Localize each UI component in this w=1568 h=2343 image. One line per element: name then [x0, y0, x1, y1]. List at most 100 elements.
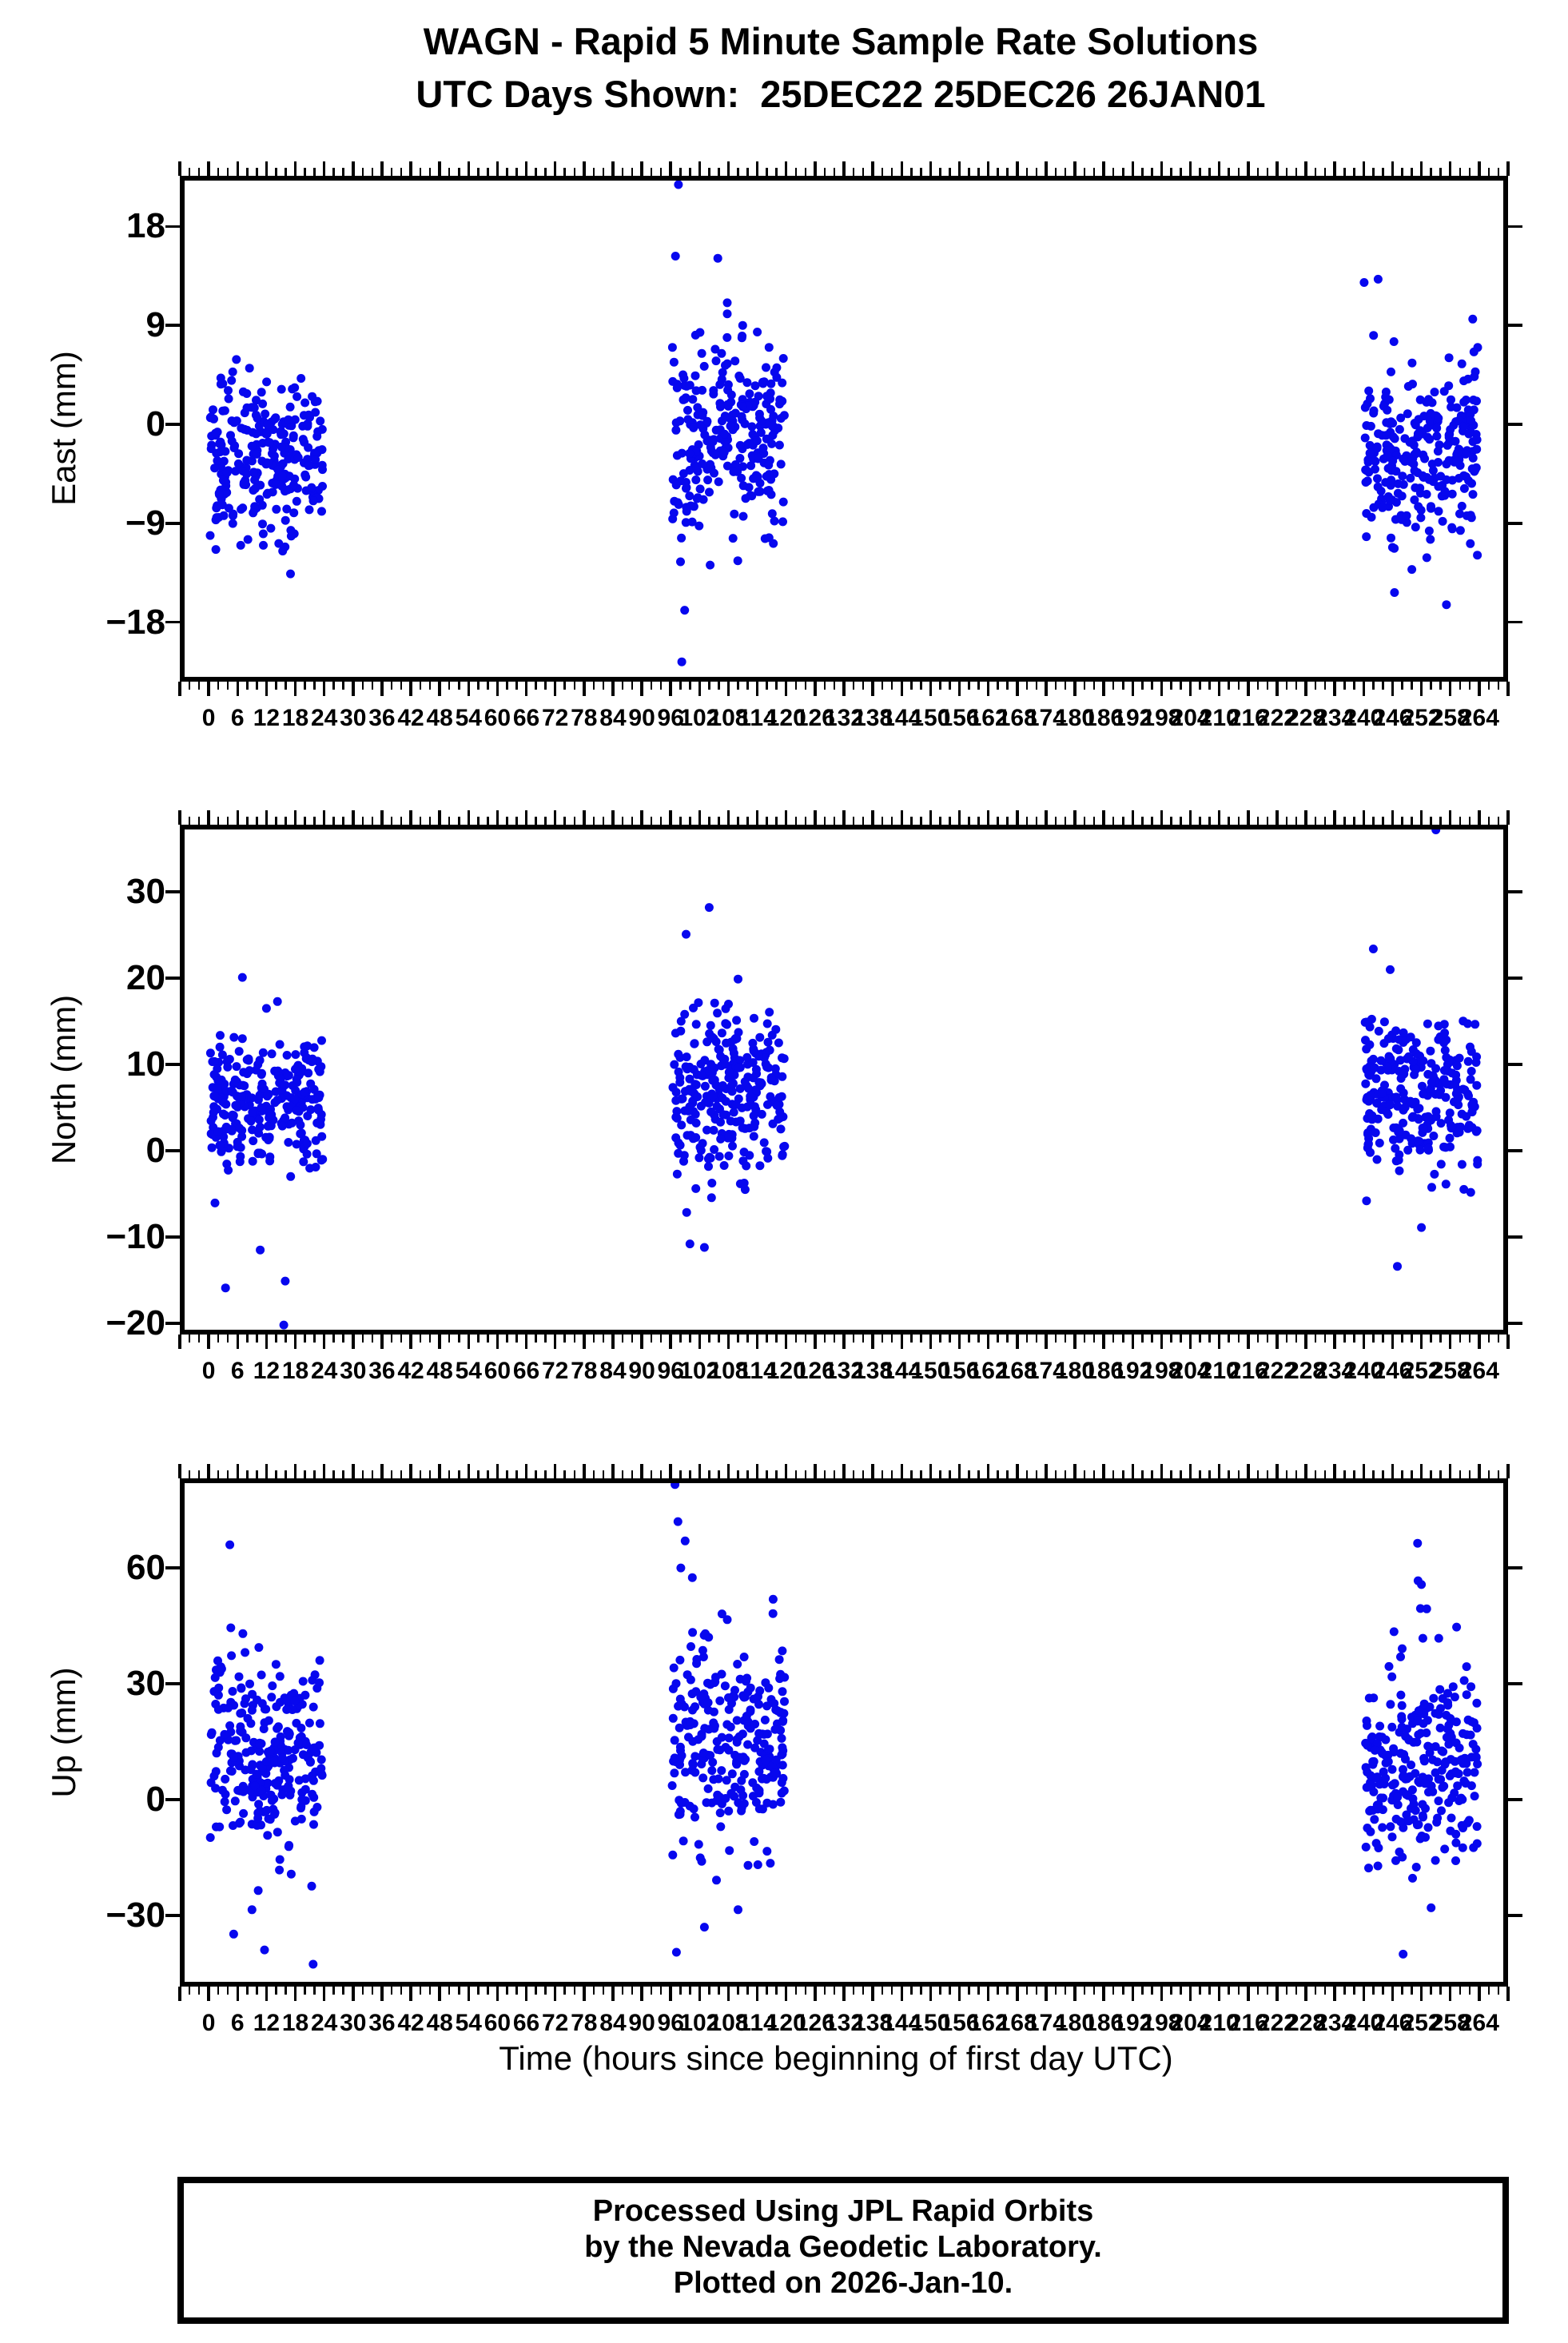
x-minor-tick [708, 1987, 710, 1995]
x-minor-tick [1256, 1335, 1260, 1343]
x-major-tick [1506, 810, 1510, 825]
scatter-point [738, 332, 747, 340]
x-minor-tick [1314, 1987, 1317, 1995]
x-major-tick [1419, 810, 1423, 825]
x-major-tick [1362, 682, 1366, 696]
x-tick-label: 162 [968, 705, 1009, 731]
scatter-point [224, 503, 233, 513]
x-major-tick [1247, 810, 1250, 825]
x-minor-tick [1382, 168, 1384, 176]
x-major-tick [236, 161, 239, 176]
x-minor-tick [1151, 1470, 1153, 1478]
x-tick-label: 252 [1401, 705, 1442, 731]
scatter-point [309, 1043, 319, 1052]
x-major-tick [1419, 682, 1423, 696]
scatter-point [273, 465, 283, 475]
x-minor-tick [400, 1470, 403, 1478]
x-major-tick [1275, 1464, 1279, 1478]
x-major-tick [1188, 810, 1192, 825]
x-minor-tick [361, 168, 364, 176]
x-major-tick [467, 1987, 471, 2001]
scatter-point [213, 1084, 222, 1093]
x-minor-tick [1228, 168, 1230, 176]
x-minor-tick [390, 1470, 393, 1478]
x-minor-tick [1180, 168, 1182, 176]
scatter-point [778, 497, 788, 507]
scatter-point [1442, 475, 1451, 484]
x-minor-tick [1411, 682, 1413, 690]
x-minor-tick [246, 168, 249, 176]
y-major-tick [1508, 1566, 1522, 1569]
x-major-tick [1131, 1464, 1135, 1478]
x-tick-label: 216 [1228, 705, 1268, 731]
x-major-tick [178, 682, 181, 696]
x-major-tick [842, 161, 846, 176]
x-minor-tick [535, 1335, 537, 1343]
scatter-point [738, 462, 748, 471]
x-major-tick [1304, 1335, 1307, 1349]
x-major-tick [438, 810, 441, 825]
x-minor-tick [862, 817, 865, 825]
y-major-tick [165, 1322, 180, 1325]
x-minor-tick [766, 1335, 768, 1343]
scatter-point [738, 402, 747, 412]
scatter-point [262, 490, 272, 499]
scatter-point [232, 355, 241, 364]
x-minor-tick [304, 168, 306, 176]
x-major-tick [1102, 1987, 1105, 2001]
x-minor-tick [197, 1335, 201, 1343]
scatter-point [285, 402, 295, 412]
x-major-tick [322, 682, 326, 696]
x-major-tick [755, 1987, 759, 2001]
scatter-point [304, 1068, 313, 1078]
x-major-tick [986, 1464, 990, 1478]
x-minor-tick [419, 168, 422, 176]
x-major-tick [842, 1987, 846, 2001]
x-minor-tick [1401, 1987, 1403, 1995]
x-major-tick [842, 682, 846, 696]
x-minor-tick [332, 1335, 335, 1343]
scatter-point [728, 410, 737, 420]
x-minor-tick [910, 168, 913, 176]
x-minor-tick [1035, 1335, 1038, 1343]
x-minor-tick [1006, 1987, 1009, 1995]
x-major-tick [524, 682, 528, 696]
scatter-point [689, 423, 698, 432]
x-minor-tick [573, 1335, 576, 1343]
x-minor-tick [1199, 682, 1201, 690]
x-major-tick [1448, 1464, 1452, 1478]
x-minor-tick [1083, 817, 1086, 825]
x-major-tick [900, 161, 903, 176]
scatter-point [1459, 422, 1468, 432]
x-minor-tick [246, 1987, 249, 1995]
scatter-point [1387, 367, 1395, 376]
x-minor-tick [428, 1987, 432, 1995]
x-minor-tick [1122, 168, 1124, 176]
x-major-tick [1419, 161, 1423, 176]
scatter-point [1381, 431, 1391, 440]
x-minor-tick [949, 682, 951, 690]
x-major-tick [583, 1464, 586, 1478]
scatter-point [224, 394, 233, 404]
x-major-tick [178, 810, 181, 825]
scatter-point [317, 507, 326, 516]
scatter-point [249, 508, 258, 518]
scatter-point [685, 491, 694, 501]
x-major-tick [1247, 1335, 1250, 1349]
x-major-tick [929, 1987, 933, 2001]
y-tick-label: 9 [145, 305, 165, 345]
x-major-tick [1391, 682, 1395, 696]
x-major-tick [957, 682, 961, 696]
x-major-tick [409, 682, 412, 696]
x-major-tick [553, 1987, 557, 2001]
scatter-point [764, 343, 774, 352]
x-major-tick [380, 810, 384, 825]
scatter-point [758, 377, 767, 387]
x-minor-tick [1237, 817, 1240, 825]
x-minor-tick [1439, 817, 1442, 825]
x-minor-tick [197, 1470, 201, 1478]
x-minor-tick [650, 1335, 653, 1343]
x-major-tick [1217, 1464, 1221, 1478]
x-minor-tick [361, 1335, 364, 1343]
scatter-point [262, 429, 272, 439]
